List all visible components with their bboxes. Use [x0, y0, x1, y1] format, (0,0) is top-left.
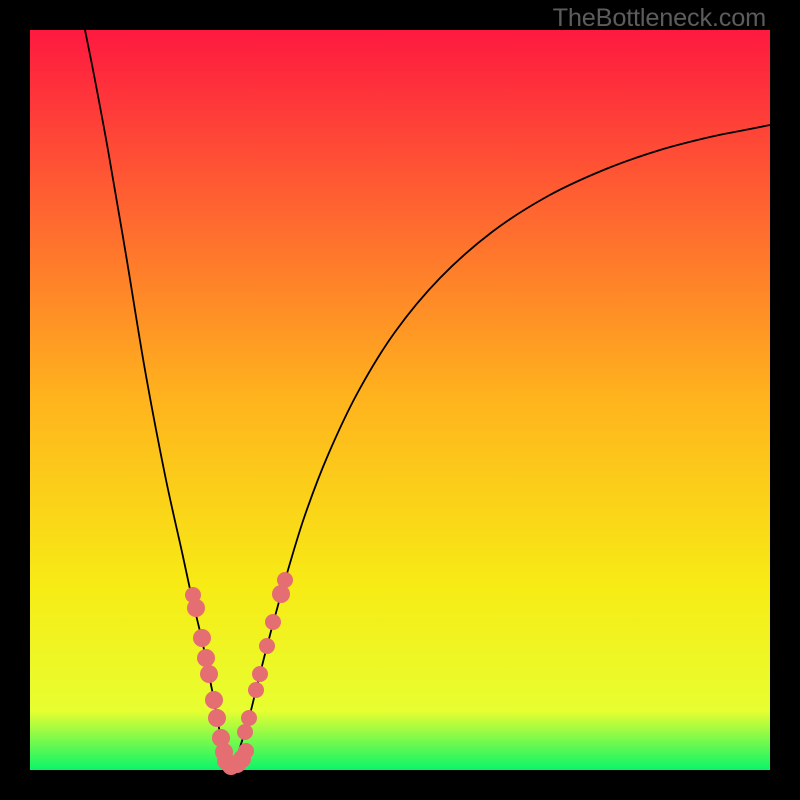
- data-point-dot: [193, 629, 211, 647]
- data-point-dot: [237, 724, 253, 740]
- dots-left-cluster: [185, 587, 233, 761]
- watermark-text: TheBottleneck.com: [553, 4, 766, 33]
- data-point-dot: [259, 638, 275, 654]
- dots-right-cluster: [237, 572, 293, 740]
- data-point-dot: [252, 666, 268, 682]
- data-point-dot: [187, 599, 205, 617]
- data-point-dot: [208, 709, 226, 727]
- data-point-dot: [241, 710, 257, 726]
- data-point-dot: [205, 691, 223, 709]
- data-point-dot: [272, 585, 290, 603]
- chart-frame: TheBottleneck.com: [0, 0, 800, 800]
- data-point-dot: [248, 682, 264, 698]
- data-point-dot: [265, 614, 281, 630]
- data-point-dot: [238, 743, 254, 759]
- chart-plot-area: [30, 30, 770, 770]
- data-dots-layer: [30, 30, 770, 770]
- data-point-dot: [277, 572, 293, 588]
- data-point-dot: [200, 665, 218, 683]
- data-point-dot: [197, 649, 215, 667]
